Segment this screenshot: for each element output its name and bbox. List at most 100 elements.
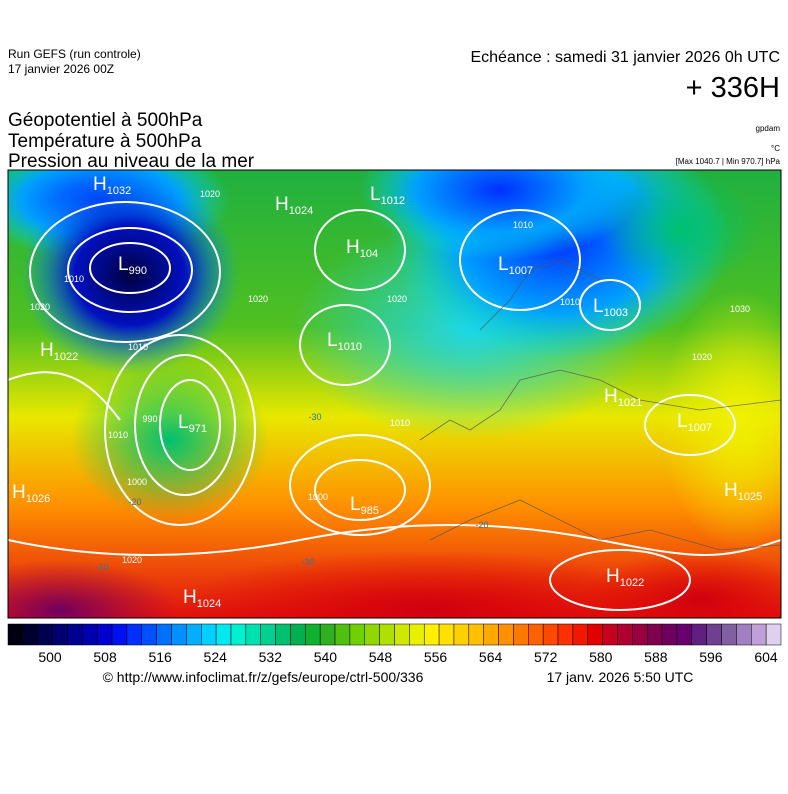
pressure-center: L1003: [593, 296, 628, 319]
colorbar-cell: [438, 623, 455, 646]
colorbar-cell: [230, 623, 247, 646]
colorbar-tick-label: 580: [589, 649, 613, 665]
isobar-label: 1020: [200, 189, 220, 199]
center-pressure: 985: [361, 505, 379, 517]
colorbar-cell: [572, 623, 589, 646]
center-pressure: 1003: [604, 307, 628, 319]
isotherm-label: -30: [301, 557, 314, 567]
colorbar-cell: [468, 623, 484, 646]
colorbar-cell: [201, 623, 217, 646]
colorbar-cell: [37, 623, 53, 646]
colorbar-tick-label: 548: [369, 649, 393, 665]
colorbar-cell: [305, 623, 321, 646]
isobar-label: 1010: [390, 418, 410, 428]
isobar-label: 990: [142, 414, 157, 424]
center-type: H: [93, 174, 107, 195]
center-pressure: 1026: [26, 493, 50, 505]
center-type: L: [498, 254, 509, 275]
colorbar-cell: [82, 623, 98, 646]
center-pressure: 1032: [107, 185, 131, 197]
colorbar-cell: [691, 623, 707, 646]
colorbar-cell: [260, 623, 276, 646]
colorbar-cell: [364, 623, 380, 646]
pressure-center: H1022: [606, 566, 644, 589]
center-type: H: [604, 386, 618, 407]
colorbar-cell: [632, 623, 648, 646]
run-date: 17 janvier 2026 00Z: [8, 62, 114, 76]
isobar-label: 1010: [64, 274, 84, 284]
colorbar-cell: [126, 623, 143, 646]
colorbar-cell: [334, 623, 351, 646]
colorbar-tick-label: 564: [479, 649, 503, 665]
run-label: Run GEFS (run controle): [8, 47, 141, 61]
center-pressure: 1007: [688, 422, 712, 434]
colorbar-cell: [215, 623, 232, 646]
center-type: H: [606, 566, 620, 587]
center-pressure: 1024: [289, 205, 313, 217]
colorbar-cell: [245, 623, 261, 646]
center-type: L: [327, 330, 338, 351]
center-type: L: [593, 296, 604, 317]
isobar-label: 1020: [30, 302, 50, 312]
colorbar-cell: [319, 623, 336, 646]
center-type: H: [183, 587, 197, 608]
colorbar-cell: [557, 623, 574, 646]
center-pressure: 971: [189, 423, 207, 435]
pressure-center: H1024: [275, 194, 313, 217]
colorbar-cell: [676, 623, 693, 646]
field-label: Température à 500hPa: [8, 131, 202, 152]
pressure-center: L1012: [370, 184, 405, 207]
colorbar-cell: [646, 623, 663, 646]
colorbar-cell: [409, 623, 425, 646]
isobar-label: 1010: [128, 342, 148, 352]
pressure-center: H1032: [93, 174, 131, 197]
center-type: L: [118, 254, 129, 275]
colorbar-cell: [379, 623, 395, 646]
colorbar-cell: [186, 623, 202, 646]
isobar-label: 1020: [248, 294, 268, 304]
pressure-center: H1024: [183, 587, 221, 610]
center-type: L: [677, 411, 688, 432]
colorbar-tick-label: 508: [93, 649, 117, 665]
colorbar-cell: [706, 623, 722, 646]
colorbar-tick-label: 540: [314, 649, 338, 665]
pressure-center: L1010: [327, 330, 362, 353]
coastlines: [419, 259, 781, 551]
center-type: H: [40, 340, 54, 361]
center-type: H: [724, 480, 738, 501]
isobar-label: 1020: [387, 294, 407, 304]
colorbar-cell: [498, 623, 514, 646]
colorbar-tick-label: 516: [148, 649, 172, 665]
colorbar-cell: [423, 623, 440, 646]
pressure-center: H1026: [12, 482, 50, 505]
isobar-label: 1010: [513, 220, 533, 230]
isobars: [8, 201, 781, 611]
center-pressure: 1022: [54, 351, 78, 363]
colorbar-cell: [67, 623, 83, 646]
colorbar-cell: [542, 623, 559, 646]
colorbar-cell: [513, 623, 529, 646]
pressure-range: [Max 1040.7 | Min 970.7] hPa: [676, 157, 781, 166]
colorbar-cell: [171, 623, 187, 646]
center-pressure: 1007: [509, 265, 533, 277]
pressure-center: L1007: [677, 411, 712, 434]
colorbar-tick-label: 556: [424, 649, 448, 665]
colorbar-tick-label: 572: [534, 649, 558, 665]
isobar-label: 1010: [108, 430, 128, 440]
colorbar-tick-label: 588: [644, 649, 668, 665]
colorbar-cell: [587, 623, 603, 646]
colorbar-cell: [275, 623, 291, 646]
isobar-label: 1020: [122, 555, 142, 565]
colorbar-cell: [394, 623, 410, 646]
center-pressure: 1021: [618, 397, 642, 409]
pressure-center: L985: [350, 494, 379, 517]
pressure-center: L1007: [498, 254, 533, 277]
colorbar-cell: [141, 623, 157, 646]
colorbar-cell: [736, 623, 752, 646]
colorbar-cell: [528, 623, 544, 646]
colorbar-cell: [602, 623, 618, 646]
center-type: L: [350, 494, 361, 515]
pressure-center: H1021: [604, 386, 642, 409]
center-pressure: 1012: [381, 195, 405, 207]
pressure-center: H104: [346, 237, 378, 260]
